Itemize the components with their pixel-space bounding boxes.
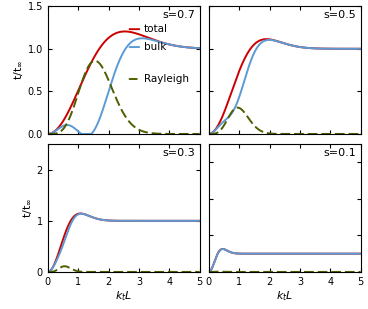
Text: s=0.1: s=0.1: [323, 148, 356, 158]
Text: Rayleigh: Rayleigh: [144, 74, 188, 84]
Text: total: total: [144, 24, 167, 34]
Y-axis label: $\mathsf{t/t_\infty}$: $\mathsf{t/t_\infty}$: [13, 60, 25, 80]
Text: s=0.7: s=0.7: [162, 10, 195, 20]
Text: bulk: bulk: [144, 42, 166, 52]
X-axis label: $k_t L$: $k_t L$: [115, 290, 132, 303]
Text: s=0.3: s=0.3: [162, 148, 195, 158]
Y-axis label: $\mathsf{t/t_\infty}$: $\mathsf{t/t_\infty}$: [22, 198, 34, 218]
Text: s=0.5: s=0.5: [323, 10, 356, 20]
X-axis label: $k_t L$: $k_t L$: [276, 290, 293, 303]
